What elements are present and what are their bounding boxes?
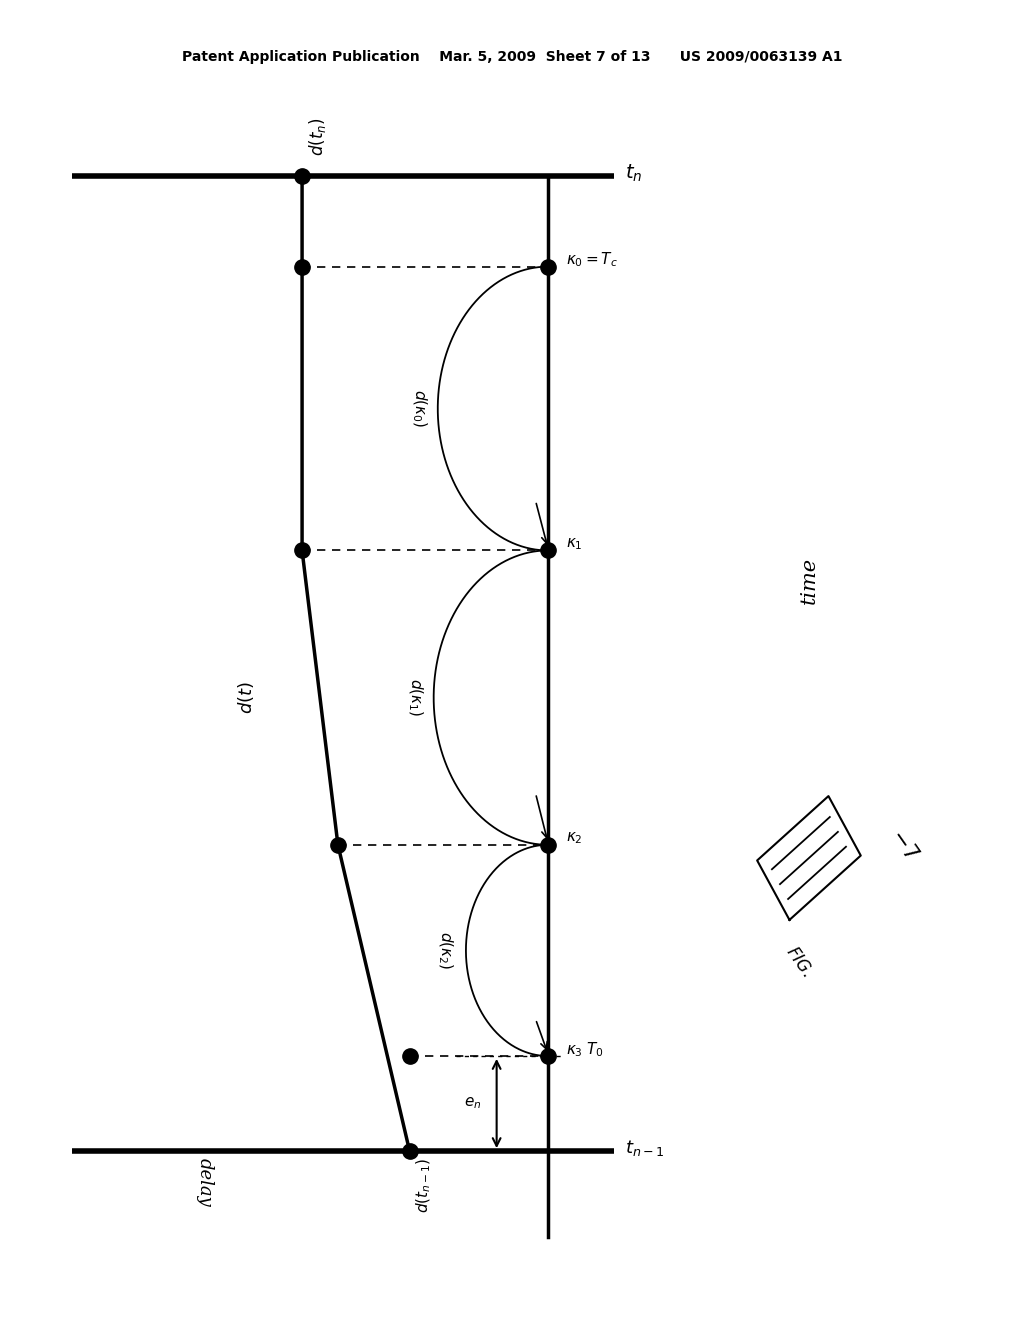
Text: $\kappa_0{=}T_c$: $\kappa_0{=}T_c$ (566, 251, 618, 269)
Text: $\mathit{FIG.}$: $\mathit{FIG.}$ (782, 944, 815, 981)
Text: $\kappa_1$: $\kappa_1$ (566, 536, 583, 552)
Text: $t_{n-1}$: $t_{n-1}$ (625, 1138, 664, 1159)
Text: $d(\kappa_2)$: $d(\kappa_2)$ (436, 931, 455, 970)
Text: Patent Application Publication    Mar. 5, 2009  Sheet 7 of 13      US 2009/00631: Patent Application Publication Mar. 5, 2… (181, 50, 843, 63)
Text: $-7$: $-7$ (886, 825, 923, 865)
Text: $d(t)$: $d(t)$ (236, 681, 256, 714)
Text: $d(\kappa_1)$: $d(\kappa_1)$ (406, 678, 424, 717)
Text: $t_n$: $t_n$ (625, 162, 642, 183)
Text: $\kappa_3 \; T_0$: $\kappa_3 \; T_0$ (566, 1040, 604, 1059)
Text: time: time (800, 557, 818, 605)
Text: $\kappa_2$: $\kappa_2$ (566, 830, 583, 846)
Text: $e_n$: $e_n$ (464, 1096, 481, 1111)
Text: $d(t_{n-1})$: $d(t_{n-1})$ (415, 1158, 433, 1213)
Text: $d(t_n)$: $d(t_n)$ (307, 117, 329, 156)
Text: $d(\kappa_0)$: $d(\kappa_0)$ (410, 389, 428, 428)
Text: delay: delay (196, 1158, 214, 1206)
